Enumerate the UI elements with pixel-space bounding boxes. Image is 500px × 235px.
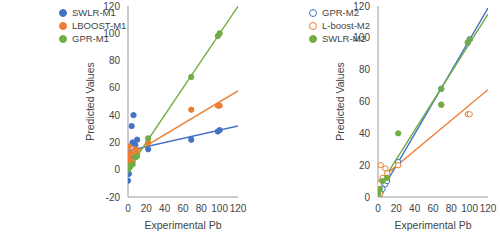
svg-text:100: 100 bbox=[103, 28, 120, 39]
svg-text:100: 100 bbox=[461, 203, 478, 214]
svg-text:Predicted Values: Predicted Values bbox=[84, 62, 96, 141]
svg-text:40: 40 bbox=[159, 203, 171, 214]
svg-text:Experimental Pb: Experimental Pb bbox=[144, 219, 221, 231]
svg-text:100: 100 bbox=[211, 203, 228, 214]
svg-text:120: 120 bbox=[353, 1, 370, 12]
svg-text:0: 0 bbox=[114, 164, 120, 175]
svg-text:60: 60 bbox=[359, 96, 371, 107]
svg-text:80: 80 bbox=[196, 203, 208, 214]
svg-text:80: 80 bbox=[359, 64, 371, 75]
svg-text:120: 120 bbox=[230, 203, 247, 214]
svg-text:100: 100 bbox=[353, 32, 370, 43]
svg-text:20: 20 bbox=[141, 203, 153, 214]
svg-text:0: 0 bbox=[125, 203, 131, 214]
svg-text:60: 60 bbox=[427, 203, 439, 214]
svg-text:20: 20 bbox=[359, 160, 371, 171]
svg-text:60: 60 bbox=[109, 82, 121, 93]
svg-text:40: 40 bbox=[359, 128, 371, 139]
svg-text:-20: -20 bbox=[106, 192, 121, 203]
svg-text:20: 20 bbox=[109, 137, 121, 148]
svg-text:60: 60 bbox=[177, 203, 189, 214]
svg-text:40: 40 bbox=[109, 110, 121, 121]
svg-text:0: 0 bbox=[364, 192, 370, 203]
svg-text:40: 40 bbox=[409, 203, 421, 214]
svg-text:20: 20 bbox=[391, 203, 403, 214]
svg-text:0: 0 bbox=[375, 203, 381, 214]
svg-text:Predicted Values: Predicted Values bbox=[334, 62, 346, 141]
svg-text:120: 120 bbox=[480, 203, 492, 214]
svg-text:120: 120 bbox=[103, 1, 120, 12]
svg-text:80: 80 bbox=[446, 203, 458, 214]
svg-text:80: 80 bbox=[109, 55, 121, 66]
svg-text:Experimental Pb: Experimental Pb bbox=[394, 219, 471, 231]
